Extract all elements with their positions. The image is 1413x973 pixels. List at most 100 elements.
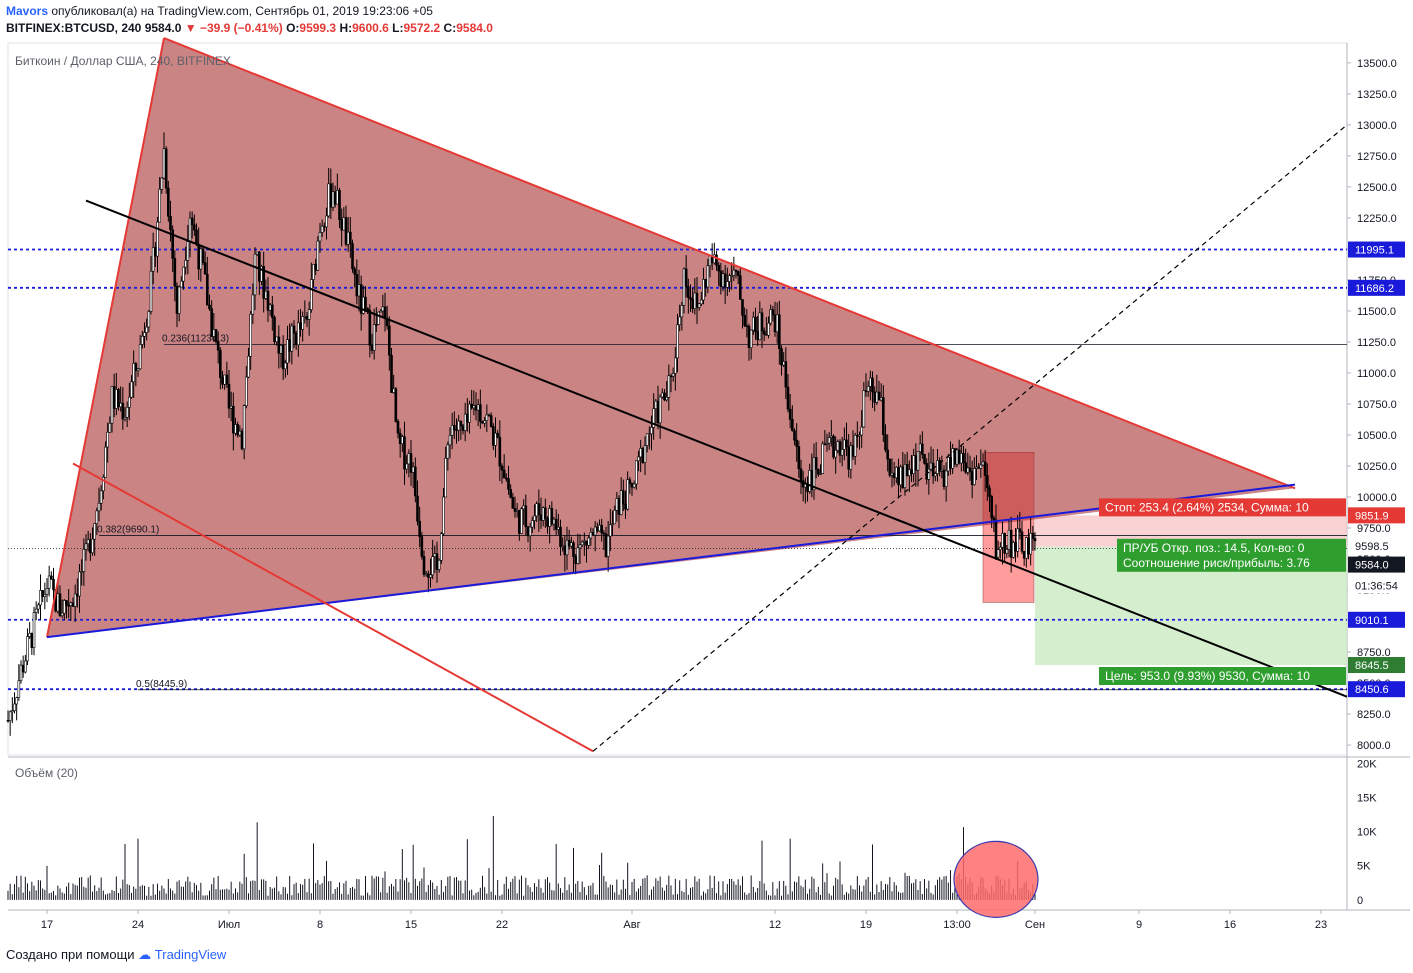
candle xyxy=(611,523,614,526)
candle xyxy=(199,248,203,270)
candle xyxy=(548,508,551,527)
candle xyxy=(58,593,62,617)
time-tick-label: 9 xyxy=(1136,919,1142,931)
price-tick-label: 11250.0 xyxy=(1357,337,1396,349)
candle xyxy=(294,332,298,346)
last-badge xyxy=(1348,556,1405,573)
candle xyxy=(201,248,205,264)
candle xyxy=(498,436,502,467)
candle xyxy=(249,313,252,357)
candle xyxy=(121,402,125,420)
candle xyxy=(52,579,55,591)
candle xyxy=(583,540,586,543)
candle xyxy=(674,357,677,374)
price-tick-label: 10000.0 xyxy=(1357,492,1397,504)
tradingview-link[interactable]: TradingView xyxy=(154,947,227,962)
candle xyxy=(663,392,666,401)
trendline xyxy=(592,124,1348,752)
candle xyxy=(375,324,378,326)
price-tick-label: 10250.0 xyxy=(1357,461,1397,473)
fib-level-label: 0.5(8445.9) xyxy=(136,679,187,690)
candle xyxy=(273,317,276,342)
candle xyxy=(401,436,404,444)
author-name[interactable]: Mavors xyxy=(6,4,49,18)
candle xyxy=(903,464,907,488)
candle xyxy=(316,240,320,271)
price-tick-label: 13500.0 xyxy=(1357,58,1397,70)
candle xyxy=(1005,549,1009,554)
candle xyxy=(767,322,770,336)
trendline xyxy=(46,37,165,638)
candle xyxy=(557,526,560,530)
candle xyxy=(765,333,768,336)
candle xyxy=(65,600,68,606)
level-badge-label: 8450.6 xyxy=(1355,684,1389,696)
candle xyxy=(791,418,794,431)
candle xyxy=(102,476,105,492)
candle xyxy=(325,215,328,228)
candle xyxy=(264,290,268,299)
candle xyxy=(221,377,224,385)
candle xyxy=(684,268,688,287)
candle xyxy=(180,280,183,288)
candle xyxy=(890,472,894,476)
candle xyxy=(680,305,684,318)
time-tick-label: 13:00 xyxy=(943,919,971,931)
candle xyxy=(43,594,47,597)
candle xyxy=(149,270,153,312)
candle xyxy=(700,299,703,305)
candle xyxy=(444,457,447,498)
candle xyxy=(799,468,803,482)
candle xyxy=(687,286,690,298)
candle xyxy=(154,247,157,257)
candle xyxy=(370,344,374,351)
candle xyxy=(1029,532,1032,555)
entry-badge-label: 9598.5 xyxy=(1355,541,1389,553)
time-tick-label: Сен xyxy=(1025,919,1045,931)
candle xyxy=(442,496,445,535)
candle xyxy=(531,520,534,528)
candle xyxy=(1031,532,1035,539)
candle xyxy=(923,453,926,464)
candle xyxy=(351,243,354,270)
candle xyxy=(128,396,131,408)
candle xyxy=(689,297,692,300)
volume-tick-label: 10K xyxy=(1357,827,1377,839)
candle xyxy=(905,464,909,476)
trendline xyxy=(85,199,1348,698)
candle xyxy=(996,549,1000,558)
pnl-info-text: ПР/УБ Откр. поз.: 14.5, Кол-во: 0 xyxy=(1123,541,1305,555)
candle xyxy=(606,535,610,557)
close-value: 9584.0 xyxy=(456,21,493,35)
candle xyxy=(658,396,662,424)
triangle-pattern xyxy=(47,38,1295,638)
candle xyxy=(327,183,330,217)
candle xyxy=(492,426,495,446)
candle xyxy=(95,510,99,524)
candle xyxy=(665,397,668,401)
candle xyxy=(650,427,653,435)
candle xyxy=(236,424,239,436)
candle xyxy=(448,435,452,446)
candle xyxy=(349,231,352,244)
candle xyxy=(773,314,777,333)
candle xyxy=(869,377,872,387)
candle xyxy=(368,309,372,346)
tradingview-logo-icon: ☁ xyxy=(138,947,152,962)
candle xyxy=(528,526,532,537)
candle xyxy=(654,400,658,409)
candle xyxy=(21,664,25,673)
candle xyxy=(1016,528,1019,552)
price-tick-label: 10500.0 xyxy=(1357,430,1397,442)
candle xyxy=(986,475,989,489)
candle xyxy=(255,251,259,255)
candle xyxy=(1001,533,1004,548)
candle xyxy=(979,464,983,469)
candle xyxy=(229,405,233,409)
candle xyxy=(56,593,60,612)
candle xyxy=(966,467,970,473)
candle xyxy=(284,362,287,370)
candle xyxy=(214,329,218,342)
candle xyxy=(388,325,391,356)
